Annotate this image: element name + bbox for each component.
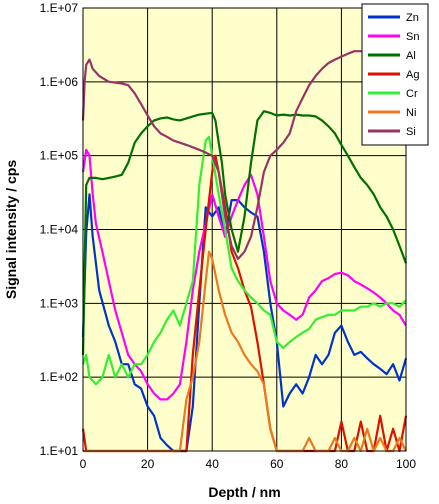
x-tick-label: 40 [206, 457, 220, 471]
series-line-al [81, 110, 408, 355]
plot-frame [82, 7, 407, 452]
x-axis-title: Depth / nm [208, 484, 280, 500]
series-line-zn [81, 193, 408, 453]
y-tick-label: 1.E+07 [40, 1, 79, 15]
x-tick-label: 80 [335, 457, 349, 471]
y-tick-label: 1.E+02 [40, 370, 79, 384]
x-tick-label: 0 [80, 457, 87, 471]
y-tick-label: 1.E+03 [40, 296, 79, 310]
series-line-si [81, 50, 374, 260]
legend-label-sn: Sn [406, 31, 419, 43]
series-line-sn [81, 148, 407, 401]
x-tick-label: 100 [396, 457, 416, 471]
gridlines [82, 7, 407, 452]
legend-label-cr: Cr [406, 88, 418, 100]
legend-label-ag: Ag [406, 69, 419, 81]
legend-label-zn: Zn [406, 12, 419, 24]
x-tick-label: 60 [270, 457, 284, 471]
legend: Zn Sn Al Ag Cr Ni Si [361, 3, 429, 146]
legend-label-al: Al [406, 50, 416, 62]
legend-label-ni: Ni [406, 107, 416, 119]
y-axis-title: Signal intensity / cps [3, 160, 19, 299]
y-tick-label: 1.E+06 [40, 75, 79, 89]
x-tick-labels: 0 20 40 60 80 100 [80, 457, 417, 471]
y-tick-label: 1.E+04 [40, 223, 79, 237]
y-tick-labels: 1.E+01 1.E+02 1.E+03 1.E+04 1.E+05 1.E+06 1.E+… [40, 1, 79, 458]
y-tick-label: 1.E+01 [40, 444, 79, 458]
y-tick-label: 1.E+05 [40, 149, 79, 163]
x-tick-label: 20 [141, 457, 155, 471]
legend-label-si: Si [406, 126, 416, 138]
series-line-cr [81, 135, 407, 386]
